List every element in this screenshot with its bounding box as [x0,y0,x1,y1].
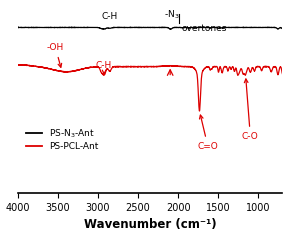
Text: -OH: -OH [47,43,64,67]
Text: overtones: overtones [181,23,227,32]
Text: C-H: C-H [102,12,118,21]
Text: C=O: C=O [198,115,218,151]
Text: C-H: C-H [96,61,112,74]
Text: C-O: C-O [242,79,259,141]
Text: -N$_3$: -N$_3$ [164,8,179,21]
Legend: PS-N$_3$-Ant, PS-PCL-Ant: PS-N$_3$-Ant, PS-PCL-Ant [22,123,103,155]
X-axis label: Wavenumber (cm⁻¹): Wavenumber (cm⁻¹) [84,219,217,232]
